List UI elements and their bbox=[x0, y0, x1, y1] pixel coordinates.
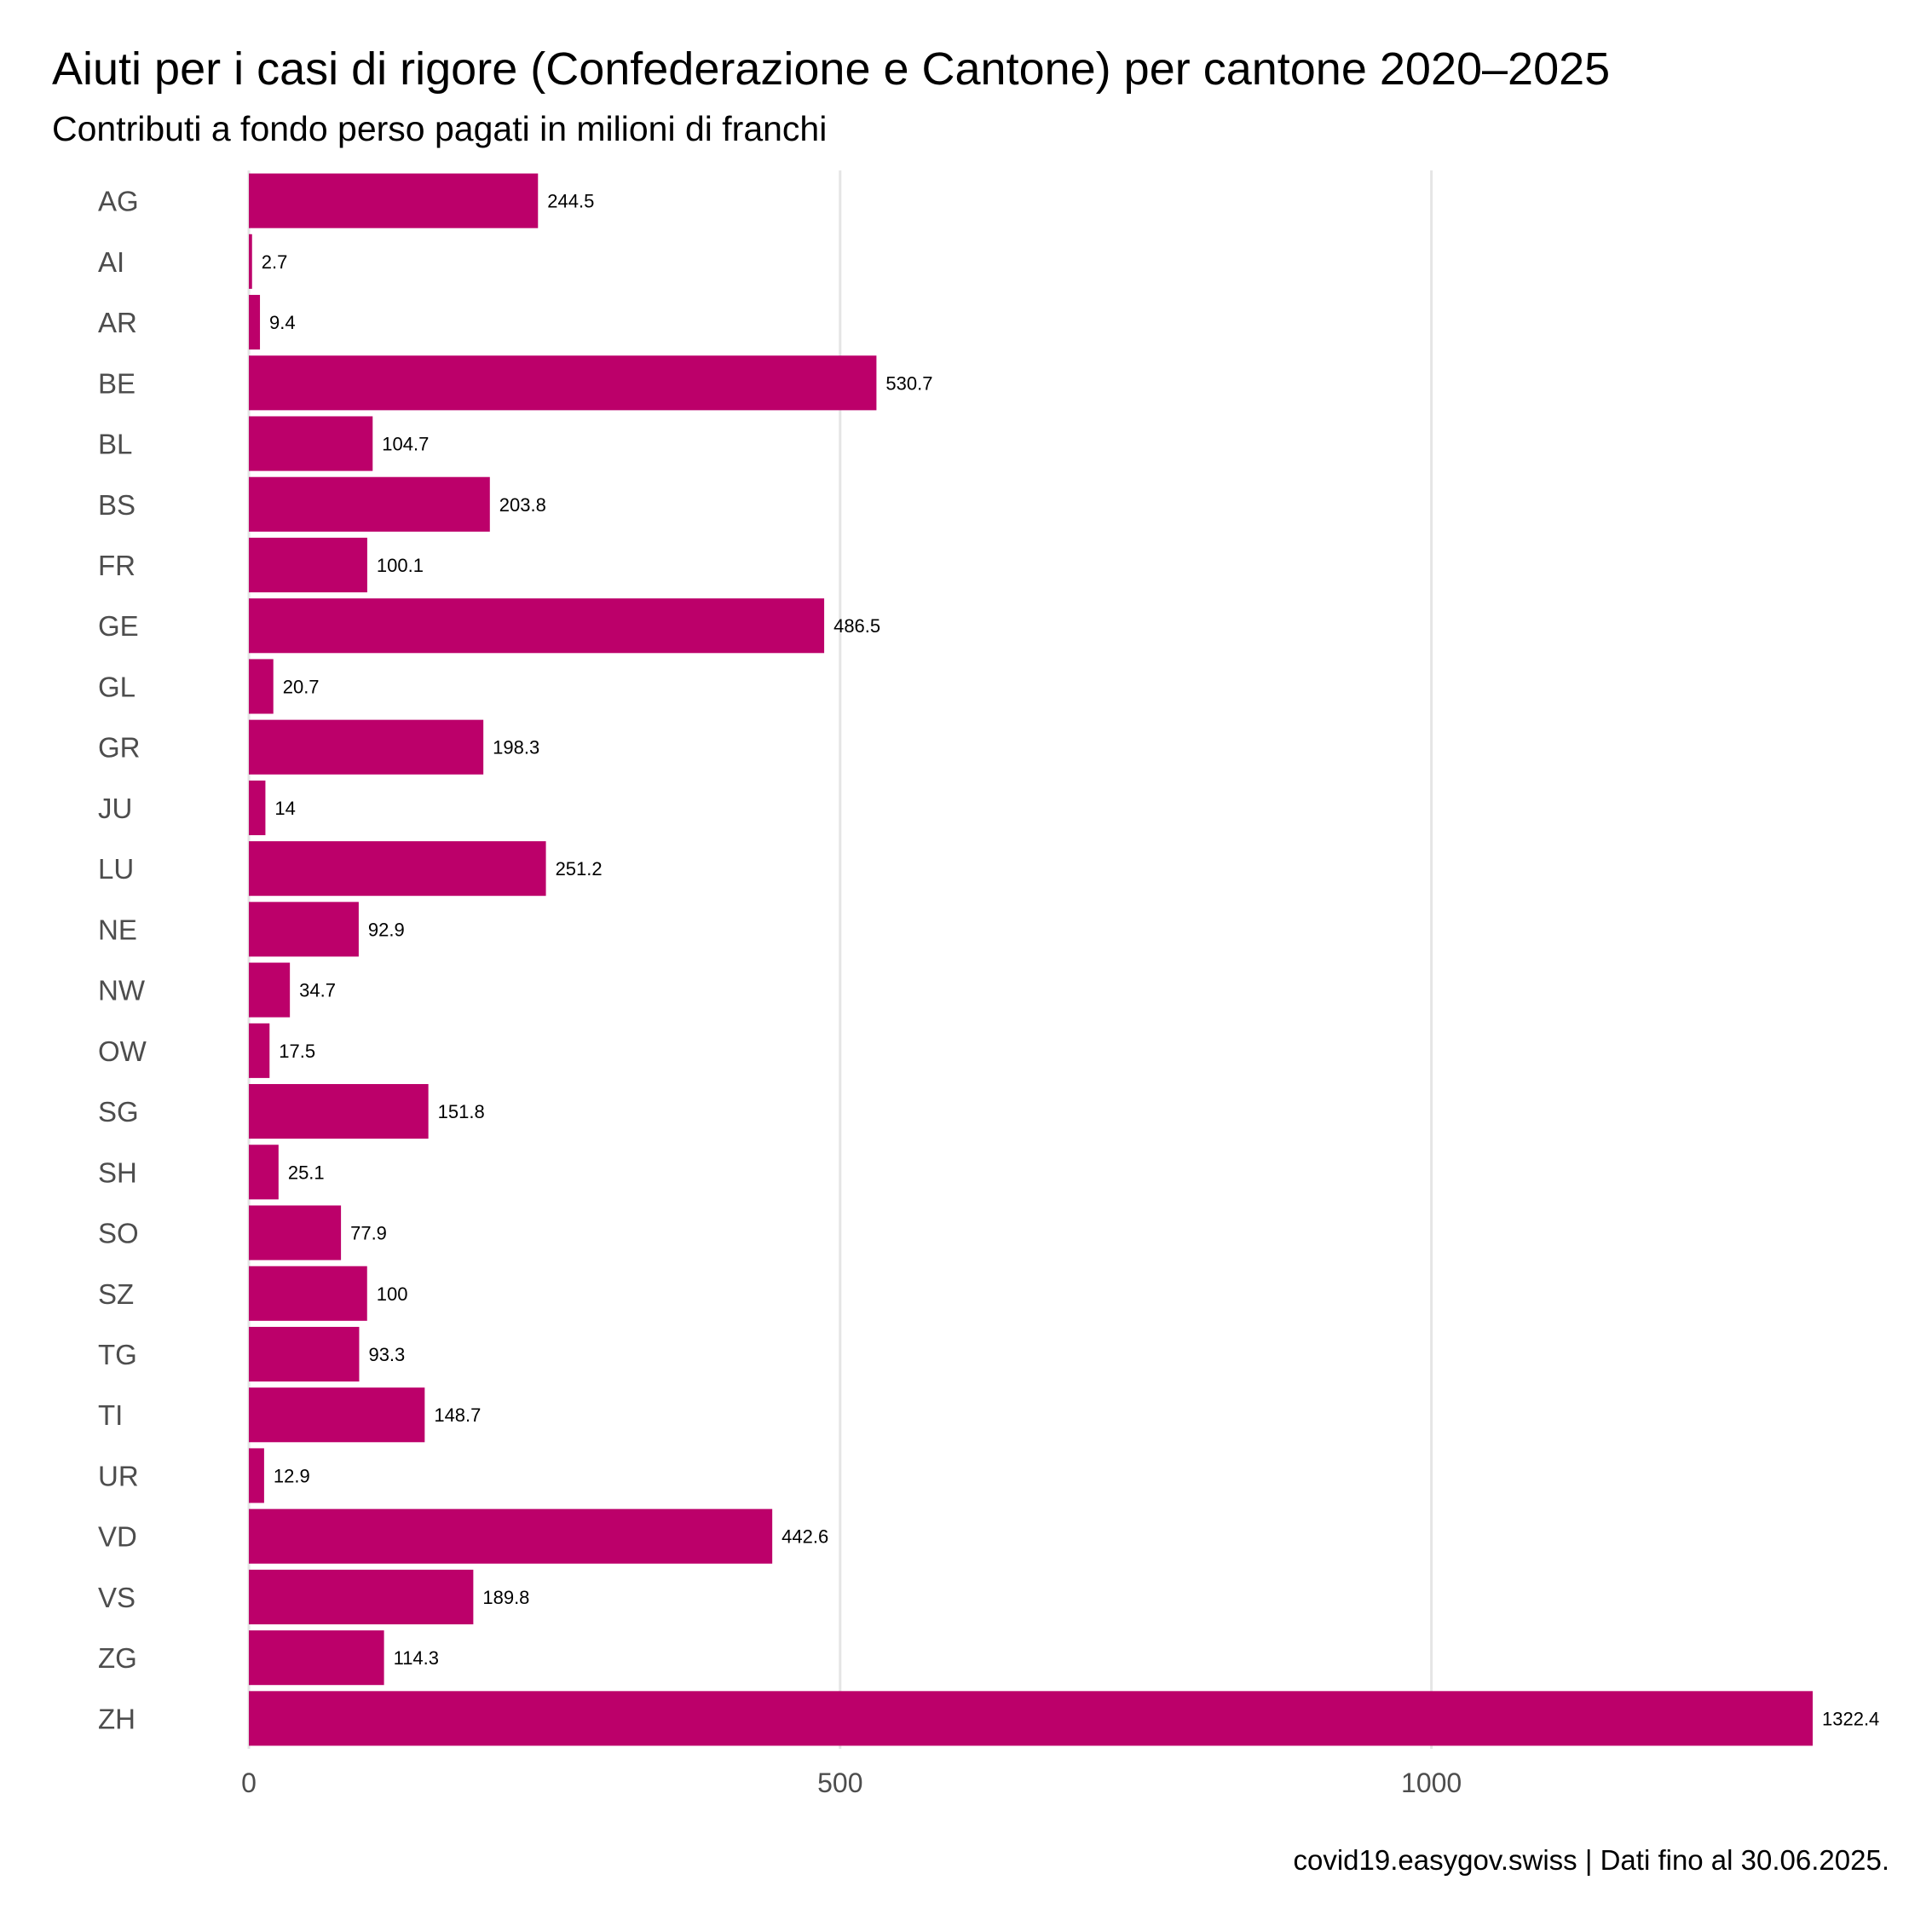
value-label: 100.1 bbox=[377, 555, 424, 576]
bar-lu bbox=[249, 841, 546, 897]
value-label: 12.9 bbox=[274, 1465, 310, 1486]
value-label: 34.7 bbox=[299, 980, 336, 1001]
y-tick-label: SO bbox=[98, 1218, 139, 1249]
value-label: 189.8 bbox=[482, 1587, 529, 1608]
y-tick-label: AG bbox=[98, 186, 139, 217]
value-label: 93.3 bbox=[368, 1344, 405, 1365]
value-label: 2.7 bbox=[262, 251, 288, 273]
value-label: 20.7 bbox=[283, 676, 320, 697]
value-label: 100 bbox=[377, 1283, 408, 1305]
value-label: 25.1 bbox=[288, 1162, 325, 1183]
chart-subtitle: Contributi a fondo perso pagati in milio… bbox=[52, 109, 828, 148]
value-label: 251.2 bbox=[556, 858, 603, 879]
bar-so bbox=[249, 1205, 342, 1260]
bar-ur bbox=[249, 1448, 264, 1503]
bar-vs bbox=[249, 1569, 474, 1624]
bar-sh bbox=[249, 1145, 279, 1200]
y-tick-label: JU bbox=[98, 793, 132, 824]
y-tick-label: GR bbox=[98, 732, 141, 764]
value-label: 1322.4 bbox=[1822, 1708, 1879, 1729]
chart-title: Aiuti per i casi di rigore (Confederazio… bbox=[52, 43, 1611, 95]
bar-ow bbox=[249, 1023, 270, 1078]
y-tick-label: VS bbox=[98, 1582, 136, 1613]
value-label: 92.9 bbox=[368, 919, 405, 940]
y-tick-label: GL bbox=[98, 671, 136, 702]
bar-gl bbox=[249, 659, 274, 714]
bar-zh bbox=[249, 1691, 1813, 1746]
y-tick-label: TG bbox=[98, 1339, 137, 1370]
bar-ju bbox=[249, 780, 266, 835]
bar-vd bbox=[249, 1508, 773, 1564]
bar-sz bbox=[249, 1266, 367, 1321]
y-tick-label: BE bbox=[98, 367, 136, 399]
bar-be bbox=[249, 355, 877, 411]
y-tick-label: GE bbox=[98, 610, 139, 642]
bar-zg bbox=[249, 1630, 384, 1686]
y-tick-label: AR bbox=[98, 307, 137, 338]
value-label: 198.3 bbox=[493, 737, 539, 758]
x-tick-label: 500 bbox=[817, 1768, 862, 1798]
bar-sg bbox=[249, 1084, 429, 1139]
x-tick-label: 1000 bbox=[1401, 1768, 1462, 1798]
x-tick-label: 0 bbox=[241, 1768, 257, 1798]
bar-ge bbox=[249, 598, 825, 654]
value-label: 17.5 bbox=[279, 1041, 315, 1062]
y-tick-label: BS bbox=[98, 489, 136, 521]
bar-ai bbox=[249, 234, 252, 289]
value-label: 244.5 bbox=[547, 191, 594, 212]
bar-fr bbox=[249, 537, 367, 593]
value-label: 77.9 bbox=[350, 1223, 387, 1244]
y-tick-label: SZ bbox=[98, 1278, 134, 1310]
y-tick-label: BL bbox=[98, 429, 132, 460]
y-tick-label: FR bbox=[98, 550, 136, 581]
bar-nw bbox=[249, 962, 291, 1018]
bar-gr bbox=[249, 719, 484, 775]
bar-ne bbox=[249, 902, 359, 957]
bar-ag bbox=[249, 173, 539, 228]
value-label: 104.7 bbox=[382, 434, 429, 455]
value-label: 530.7 bbox=[885, 372, 932, 394]
y-tick-label: VD bbox=[98, 1521, 137, 1553]
value-label: 9.4 bbox=[269, 312, 296, 333]
y-tick-label: AI bbox=[98, 246, 124, 278]
y-tick-label: NW bbox=[98, 975, 146, 1006]
y-tick-label: UR bbox=[98, 1460, 139, 1491]
y-tick-label: ZH bbox=[98, 1703, 136, 1734]
y-tick-label: OW bbox=[98, 1035, 147, 1067]
value-label: 114.3 bbox=[394, 1647, 439, 1669]
value-label: 442.6 bbox=[781, 1526, 828, 1548]
y-tick-label: LU bbox=[98, 853, 134, 885]
value-label: 203.8 bbox=[499, 494, 546, 516]
y-tick-label: SH bbox=[98, 1156, 137, 1188]
bar-ti bbox=[249, 1387, 425, 1443]
value-label: 151.8 bbox=[438, 1101, 485, 1122]
y-tick-label: NE bbox=[98, 914, 137, 945]
bar-bl bbox=[249, 416, 373, 471]
chart-caption: covid19.easygov.swiss | Dati fino al 30.… bbox=[1293, 1844, 1889, 1876]
value-label: 148.7 bbox=[434, 1404, 481, 1426]
y-tick-label: ZG bbox=[98, 1642, 137, 1674]
y-tick-label: SG bbox=[98, 1096, 139, 1127]
value-label: 486.5 bbox=[833, 615, 880, 637]
bar-ar bbox=[249, 295, 261, 350]
value-label: 14 bbox=[274, 798, 295, 819]
bar-bs bbox=[249, 476, 490, 532]
y-tick-label: TI bbox=[98, 1399, 123, 1431]
bar-tg bbox=[249, 1326, 360, 1382]
